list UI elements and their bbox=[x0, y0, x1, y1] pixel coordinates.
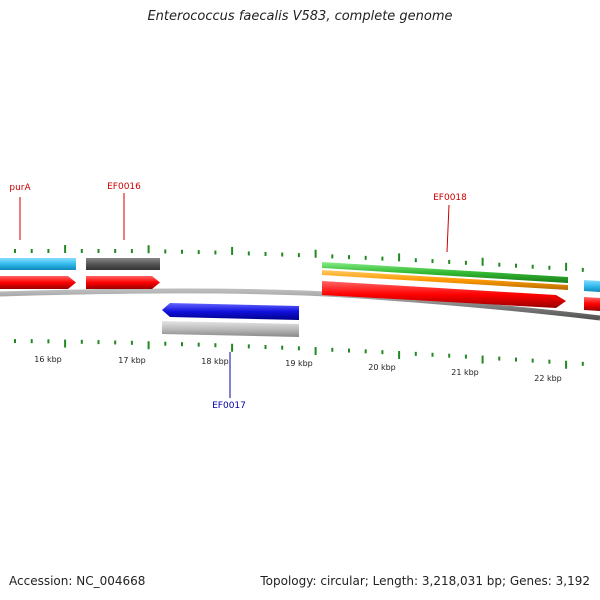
accession-text: Accession: NC_004668 bbox=[9, 574, 146, 588]
cds-arrow-purA[interactable] bbox=[0, 276, 76, 289]
ruler-label-20: 20 kbp bbox=[368, 363, 396, 372]
ruler-label-21: 21 kbp bbox=[451, 368, 479, 377]
cds-arrow-EF0017[interactable] bbox=[162, 303, 299, 320]
ruler-label-16: 16 kbp bbox=[34, 355, 62, 364]
cds-arrow-EF0016[interactable] bbox=[86, 276, 160, 289]
ruler-label-19: 19 kbp bbox=[285, 359, 313, 368]
cds-arrow-next[interactable] bbox=[584, 297, 600, 311]
cds-arrow-EF0018[interactable] bbox=[322, 281, 566, 308]
gene-label-purA[interactable]: purA bbox=[9, 183, 31, 193]
leader-EF0018 bbox=[446, 204, 450, 253]
gene-label-EF0016[interactable]: EF0016 bbox=[107, 182, 141, 192]
ruler-label-17: 17 kbp bbox=[118, 356, 146, 365]
bottom-tick-row bbox=[14, 339, 584, 369]
genome-summary-text: Topology: circular; Length: 3,218,031 bp… bbox=[260, 574, 590, 588]
gene-green-EF0018[interactable] bbox=[322, 262, 568, 283]
gene-label-EF0018[interactable]: EF0018 bbox=[433, 193, 467, 203]
feature-track-reverse bbox=[162, 303, 299, 337]
gene-cyan-next[interactable] bbox=[584, 280, 600, 292]
ruler-labels: 16 kbp 17 kbp 18 kbp 19 kbp 20 kbp 21 kb… bbox=[34, 355, 562, 383]
gene-dark-EF0016[interactable] bbox=[86, 258, 160, 270]
gene-label-EF0017[interactable]: EF0017 bbox=[212, 401, 246, 411]
top-tick-row bbox=[14, 245, 584, 272]
gene-gray-EF0017[interactable] bbox=[162, 321, 299, 337]
feature-track-forward bbox=[0, 258, 600, 311]
map-title: Enterococcus faecalis V583, complete gen… bbox=[147, 9, 453, 24]
ruler-label-22: 22 kbp bbox=[534, 374, 562, 383]
gene-orange-EF0018[interactable] bbox=[322, 270, 568, 290]
gene-cyan-purA[interactable] bbox=[0, 258, 76, 270]
ruler-label-18: 18 kbp bbox=[201, 357, 229, 366]
